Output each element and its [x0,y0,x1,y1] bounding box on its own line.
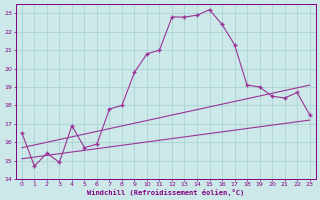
X-axis label: Windchill (Refroidissement éolien,°C): Windchill (Refroidissement éolien,°C) [87,189,244,196]
